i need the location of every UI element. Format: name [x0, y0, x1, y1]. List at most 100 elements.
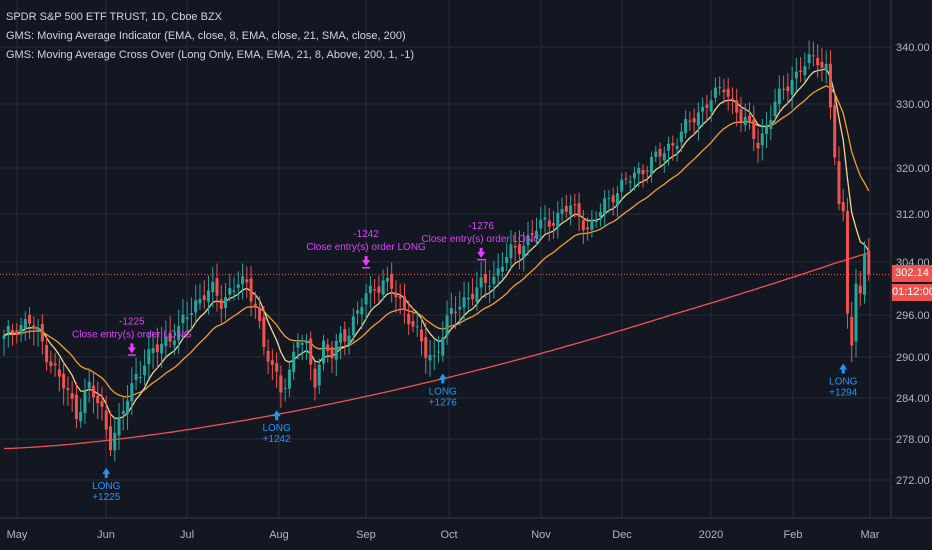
candle-110	[471, 278, 475, 306]
candle-28	[121, 395, 125, 431]
candle-201	[858, 270, 862, 307]
candle-120	[513, 232, 517, 262]
candle-114	[488, 270, 492, 303]
candles-series	[2, 40, 871, 462]
candle-60	[258, 296, 262, 329]
candle-101	[432, 340, 436, 371]
x-tick-label-2: Jul	[180, 529, 194, 541]
candle-38	[164, 320, 168, 358]
x-tick-label-4: Sep	[356, 529, 376, 541]
candle-16	[70, 380, 74, 413]
x-tick-label-9: Feb	[784, 529, 803, 541]
candle-118	[505, 242, 509, 272]
long-marker-label: LONG	[262, 423, 291, 434]
candle-5	[23, 311, 27, 341]
close-marker-value: -1225	[119, 316, 145, 327]
y-tick-label-1: 330.00	[896, 99, 930, 111]
long-marker-value: +1276	[429, 397, 458, 408]
candle-187	[799, 56, 803, 83]
candle-134	[573, 193, 577, 218]
candle-137	[586, 217, 590, 241]
candle-18	[79, 398, 83, 428]
time-axis[interactable]: May Jun Jul Aug Sep Oct Nov Dec 2020 Feb Mar	[0, 517, 932, 541]
x-tick-label-1: Jun	[97, 529, 115, 541]
candle-192	[820, 48, 824, 82]
candle-57	[245, 266, 249, 299]
candle-183	[782, 75, 786, 100]
strategy-markers: LONG+1225LONG+1242LONG+1276LONG+1294Clos…	[72, 221, 858, 503]
candle-141	[603, 190, 607, 228]
candle-82	[351, 308, 355, 342]
candle-150	[641, 164, 645, 188]
candle-155	[662, 146, 666, 174]
close-marker-4: Close entry(s) order LONG -1225	[72, 316, 192, 356]
chart-grid	[0, 0, 891, 518]
candle-44	[189, 297, 193, 330]
candle-170	[726, 77, 730, 111]
candle-189	[807, 40, 811, 70]
close-marker-label: Close entry(s) order LONG	[72, 329, 192, 340]
candle-138	[590, 209, 594, 238]
candle-75	[322, 334, 325, 371]
candle-40	[172, 323, 176, 355]
legend-ma-indicator[interactable]: GMS: Moving Average Indicator (EMA, clos…	[6, 30, 406, 42]
candle-146	[624, 171, 628, 185]
price-axis[interactable]: 340.00330.00320.00312.00304.00296.00290.…	[890, 0, 930, 518]
candle-130	[556, 201, 560, 239]
candle-177	[756, 128, 760, 164]
candle-31	[134, 357, 138, 390]
close-marker-label: Close entry(s) order LONG	[421, 234, 541, 245]
long-marker-0: LONG+1225	[92, 467, 121, 503]
ema21-series	[3, 85, 870, 398]
candle-112	[479, 261, 483, 301]
candle-83	[356, 301, 360, 325]
candle-65	[279, 365, 283, 408]
candle-35	[151, 331, 155, 370]
x-tick-label-3: Aug	[269, 529, 289, 541]
sma200-series	[3, 252, 869, 450]
candle-175	[748, 102, 751, 130]
candle-140	[598, 203, 602, 227]
candle-133	[569, 194, 573, 226]
candle-15	[66, 376, 70, 406]
candle-62	[266, 339, 270, 375]
candle-89	[381, 269, 385, 301]
legend-symbol[interactable]: SPDR S&P 500 ETF TRUST, 1D, Cboe BZX	[6, 11, 223, 23]
candle-33	[143, 349, 147, 386]
candle-197	[841, 188, 845, 222]
candle-116	[496, 253, 500, 288]
long-marker-label: LONG	[92, 481, 121, 492]
candle-174	[743, 103, 747, 132]
candle-43	[185, 301, 189, 336]
bar-countdown-badge: 01:12:00	[892, 284, 932, 302]
candle-39	[168, 316, 172, 348]
candle-25	[109, 411, 112, 457]
candle-45	[194, 284, 198, 324]
candle-179	[765, 111, 769, 149]
legend-ma-crossover[interactable]: GMS: Moving Average Cross Over (Long Onl…	[6, 49, 414, 61]
candle-139	[594, 211, 598, 228]
candle-48	[206, 275, 210, 315]
candle-92	[394, 280, 398, 313]
candle-162	[692, 108, 696, 136]
candle-14	[62, 362, 66, 405]
candle-67	[287, 360, 291, 397]
candle-164	[701, 97, 705, 127]
candle-145	[620, 172, 624, 200]
candle-54	[232, 277, 236, 301]
candle-167	[713, 77, 717, 104]
candle-30	[130, 367, 134, 416]
candle-104	[445, 300, 449, 345]
candle-86	[368, 276, 372, 309]
long-marker-label: LONG	[829, 377, 858, 388]
candle-176	[752, 105, 756, 152]
candle-143	[611, 187, 615, 216]
candle-52	[224, 282, 228, 320]
ema8-series	[3, 67, 870, 419]
candle-70	[300, 334, 304, 361]
x-tick-label-8: 2020	[699, 529, 723, 541]
candle-119	[509, 230, 513, 271]
ema8-line	[3, 67, 870, 419]
candle-59	[253, 291, 257, 319]
